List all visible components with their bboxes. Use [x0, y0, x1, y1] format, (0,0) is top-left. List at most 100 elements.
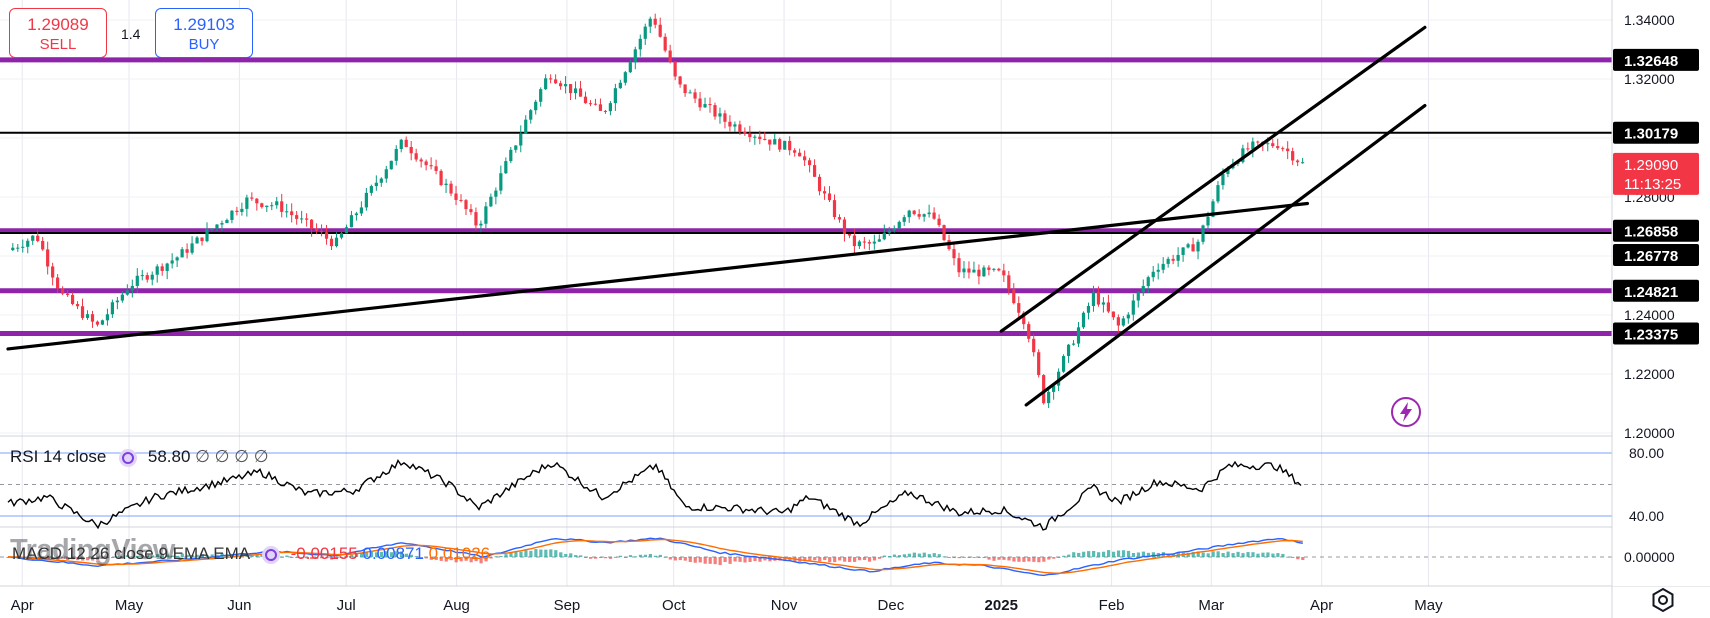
candle-body [155, 266, 159, 275]
candle-body [1191, 244, 1195, 252]
level-tag-bg [1613, 48, 1699, 71]
macd-histogram-bar [1052, 557, 1056, 559]
macd-histogram-bar [698, 557, 702, 563]
macd-histogram-bar [120, 556, 125, 558]
candle-body [1047, 391, 1051, 404]
macd-histogram-bar [783, 557, 787, 562]
macd-legend[interactable]: MACD 12 26 close 9 EMA EMA -0.00155 0.00… [12, 544, 490, 564]
time-axis[interactable]: Apr May Jun Jul Aug Sep Oct Nov Dec 2025 Feb Mar Apr… [11, 597, 1444, 614]
candle-body [554, 79, 558, 84]
candle-body [300, 218, 304, 220]
macd-histogram-bar [51, 557, 55, 560]
candle-body [1007, 275, 1011, 290]
candle-body [887, 230, 891, 233]
macd-histogram-bar [1251, 552, 1255, 557]
time-tick-label: Apr [11, 597, 34, 614]
macd-histogram-bar [389, 552, 394, 557]
lightning-icon[interactable] [1390, 396, 1422, 428]
macd-histogram-bar [1092, 550, 1096, 557]
price-axis[interactable]: 1.340001.320001.300001.280001.260001.240… [1611, 0, 1710, 618]
macd-histogram-bar [394, 551, 399, 557]
macd-histogram-bar [379, 551, 384, 557]
macd-histogram-bar [688, 557, 692, 562]
trendlines[interactable] [6, 25, 1427, 407]
sell-button[interactable]: 1.29089 SELL [9, 8, 107, 58]
candle-body [673, 61, 677, 77]
countdown-label: 11:13:25 [1624, 176, 1681, 193]
candle-body [1271, 143, 1275, 147]
macd-histogram-bar [982, 557, 986, 558]
candle-body [359, 207, 363, 214]
candle-body [51, 266, 55, 278]
macd-histogram-bar [927, 554, 931, 557]
candle-body [419, 159, 423, 162]
level-tag-label: 1.32648 [1624, 53, 1678, 70]
candle-body [534, 101, 538, 111]
macd-histogram-bar [1196, 551, 1200, 557]
macd-histogram-bar [1002, 557, 1006, 560]
macd-histogram-bar [992, 557, 996, 561]
candle-body [1136, 292, 1140, 301]
candle-body [1206, 216, 1210, 226]
macd-histogram-bar [658, 554, 662, 557]
candle-body [598, 104, 603, 111]
macd-histogram-bar [962, 556, 966, 558]
macd-histogram-bar [1082, 551, 1086, 557]
candle-body [444, 183, 448, 186]
buy-button[interactable]: 1.29103 BUY [155, 8, 253, 58]
candle-body [524, 119, 528, 134]
macd-histogram-bar [877, 557, 882, 559]
macd-histogram-bar [917, 553, 921, 557]
time-tick-label: May [1414, 597, 1443, 614]
macd-histogram-bar [1241, 553, 1245, 557]
buy-price: 1.29103 [173, 15, 235, 34]
rsi-legend[interactable]: RSI 14 close 58.80 ∅ ∅ ∅ ∅ [10, 447, 269, 467]
candle-body [324, 232, 329, 239]
candle-body [1091, 292, 1096, 307]
macd-histogram-bar [110, 557, 115, 558]
macd-histogram-bar [325, 557, 329, 559]
rsi-toggle-icon[interactable] [119, 448, 138, 467]
candle-body [573, 88, 578, 94]
candle-body [758, 136, 762, 140]
candle-body [728, 121, 732, 127]
macd-histogram-bar [967, 557, 971, 558]
candle-body [1121, 318, 1125, 326]
macd-histogram-bar [648, 553, 653, 557]
macd-histogram-bar [539, 549, 543, 557]
macd-histogram-bar [872, 557, 877, 561]
macd-histogram-bar [1186, 553, 1190, 557]
horizontal-levels[interactable] [0, 57, 1612, 336]
candle-body [195, 237, 199, 244]
candle-body [877, 239, 881, 242]
candle-body [937, 218, 941, 226]
candle-body [354, 213, 359, 216]
gear-icon[interactable] [1650, 587, 1676, 613]
candle-body [668, 50, 672, 62]
rsi-placeholders: ∅ ∅ ∅ ∅ [195, 447, 269, 466]
candle-body [917, 214, 921, 217]
macd-histogram-bar [1106, 550, 1111, 557]
candle-body [1126, 314, 1130, 319]
macd-histogram-bar [1256, 553, 1260, 557]
candle-body [499, 173, 503, 191]
candle-body [713, 105, 717, 117]
candle-body [1141, 286, 1145, 293]
macd-histogram-bar [643, 554, 648, 557]
macd-toggle-icon[interactable] [261, 545, 280, 564]
candle-body [1241, 148, 1245, 163]
candle-body [200, 237, 204, 242]
candle-body [314, 228, 319, 231]
candle-body [105, 314, 110, 321]
macd-histogram-bar [1121, 550, 1126, 557]
macd-histogram-bar [544, 549, 548, 557]
macd-histogram-bar [444, 557, 448, 562]
candle-body [429, 165, 433, 167]
macd-histogram-bar [255, 554, 259, 557]
macd-histogram-bar [474, 557, 478, 562]
macd-histogram-bar [1126, 550, 1131, 557]
candle-body [822, 191, 827, 194]
candle-body [449, 183, 453, 194]
macd-histogram-bar [663, 556, 667, 558]
